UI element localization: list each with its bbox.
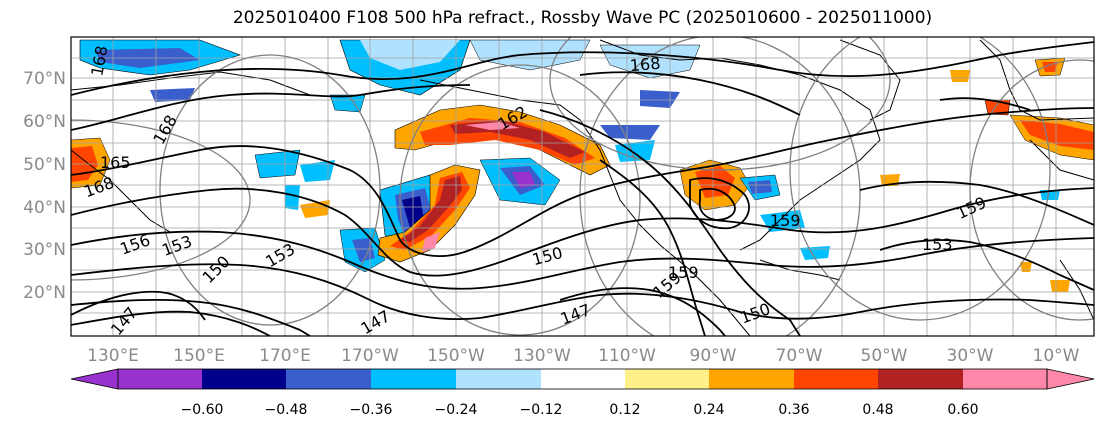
map-frame	[70, 36, 1095, 337]
lon-label: 50°W	[861, 346, 908, 366]
contour-label: 165	[100, 153, 131, 172]
contour-label: 168	[629, 54, 661, 76]
colorbar-tick-label: −0.12	[520, 402, 563, 418]
lon-label: 170°W	[341, 346, 399, 366]
lat-label: 50°N	[23, 155, 66, 175]
lon-label: 30°W	[947, 346, 994, 366]
colorbar-segment	[625, 369, 709, 389]
lon-label: 70°W	[776, 346, 823, 366]
colorbar-tick-label: 0.24	[693, 402, 724, 418]
lat-label: 20°N	[23, 283, 66, 303]
lon-label: 170°E	[259, 346, 311, 366]
latitude-axis: 70°N 60°N 50°N 40°N 30°N 20°N	[23, 69, 66, 303]
graticule	[71, 37, 1094, 336]
colorbar-segment	[794, 369, 878, 389]
colorbar-segment	[878, 369, 963, 389]
lon-label: 130°E	[87, 346, 139, 366]
colorbar-tick-label: 0.12	[609, 402, 640, 418]
colorbar-segment	[963, 369, 1047, 389]
contour-label: 159	[770, 211, 801, 230]
colorbar-tick-label: 0.60	[947, 402, 978, 418]
lon-label: 90°W	[690, 346, 737, 366]
lat-label: 70°N	[23, 69, 66, 89]
lat-label: 60°N	[23, 112, 66, 132]
colorbar: −0.60 −0.48 −0.36 −0.24 −0.12 0.12 0.24 …	[70, 368, 1095, 418]
colorbar-segment	[456, 369, 541, 389]
colorbar-extend-min	[70, 368, 119, 390]
colorbar-segment	[371, 369, 456, 389]
longitude-axis: 130°E 150°E 170°E 170°W 150°W 130°W 110°…	[87, 346, 1080, 366]
colorbar-tick-label: −0.60	[181, 402, 224, 418]
map-background	[71, 37, 1094, 336]
lon-label: 110°W	[598, 346, 656, 366]
colorbar-segment	[118, 369, 202, 389]
colorbar-tick-label: −0.24	[435, 402, 478, 418]
lon-label: 10°W	[1033, 346, 1080, 366]
colorbar-tick-label: 0.48	[862, 402, 893, 418]
lat-label: 40°N	[23, 198, 66, 218]
colorbar-tick-label: −0.48	[265, 402, 308, 418]
colorbar-segment	[709, 369, 794, 389]
contour-label: 153	[922, 235, 953, 254]
height-contours	[71, 41, 1094, 336]
map-title: 2025010400 F108 500 hPa refract., Rossby…	[232, 8, 933, 28]
colorbar-tick-label: −0.36	[350, 402, 393, 418]
lat-label: 30°N	[23, 240, 66, 260]
colorbar-frame	[117, 368, 1048, 390]
lon-label: 150°E	[173, 346, 225, 366]
lon-label: 130°W	[513, 346, 571, 366]
colorbar-segment	[286, 369, 371, 389]
colorbar-tick-label: 0.36	[778, 402, 809, 418]
colorbar-segment	[541, 369, 625, 389]
colorbar-extend-max	[1046, 368, 1095, 390]
title-area: 2025010400 F108 500 hPa refract., Rossby…	[0, 0, 1105, 36]
contour-label: 159	[668, 263, 699, 282]
lon-label: 150°W	[427, 346, 485, 366]
colorbar-segment	[202, 369, 286, 389]
